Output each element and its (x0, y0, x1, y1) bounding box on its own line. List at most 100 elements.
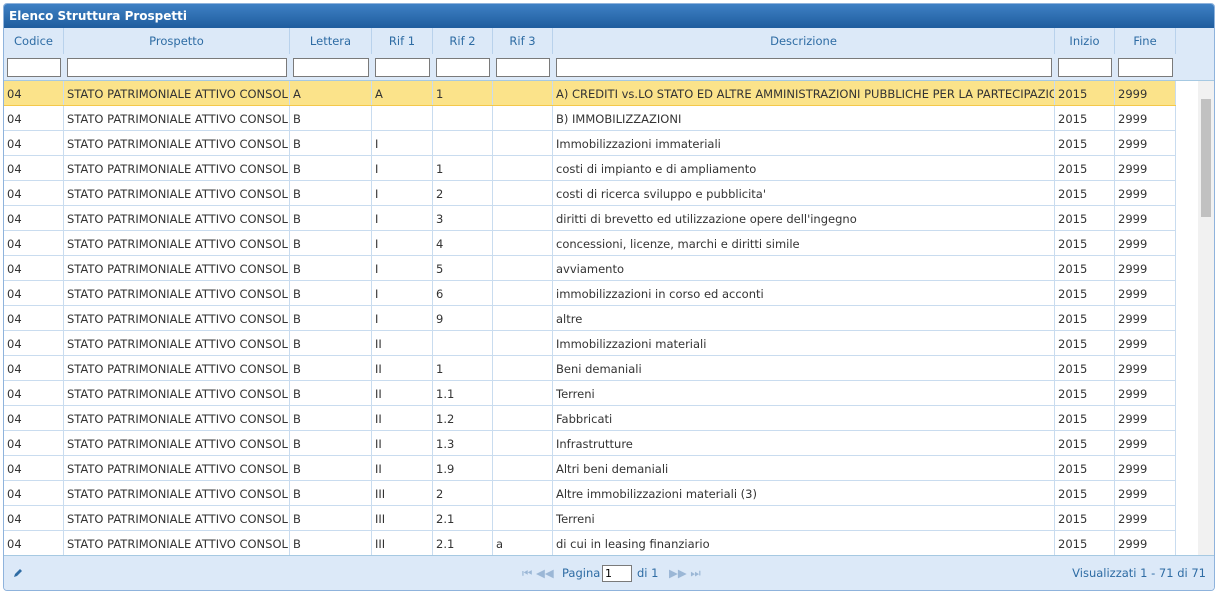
scroll-thumb[interactable] (1201, 99, 1211, 217)
table-cell (493, 406, 553, 430)
column-header[interactable]: Inizio (1055, 28, 1115, 54)
column-header[interactable]: Rif 1 (372, 28, 433, 54)
table-cell: B (290, 181, 372, 205)
table-cell: avviamento (553, 256, 1055, 280)
table-cell: Terreni (553, 381, 1055, 405)
filter-input[interactable] (7, 58, 61, 77)
table-row[interactable]: 04 STATO PATRIMONIALE ATTIVO CONSOL B B) IM… (4, 106, 1176, 131)
table-cell: B (290, 156, 372, 180)
table-cell: B (290, 381, 372, 405)
column-header[interactable]: Prospetto (64, 28, 290, 54)
table-cell: 2015 (1055, 381, 1115, 405)
table-cell: 2999 (1115, 81, 1176, 105)
column-header[interactable]: Codice (4, 28, 64, 54)
table-cell: 2999 (1115, 456, 1176, 480)
grid-panel: Elenco Struttura Prospetti Codice Prospet… (3, 3, 1215, 591)
page-label: Pagina (562, 566, 601, 580)
table-cell: STATO PATRIMONIALE ATTIVO CONSOL (64, 406, 290, 430)
table-cell: concessioni, licenze, marchi e diritti s… (553, 231, 1055, 255)
table-cell: 04 (4, 506, 64, 530)
table-cell: STATO PATRIMONIALE ATTIVO CONSOL (64, 231, 290, 255)
table-cell: 4 (433, 231, 493, 255)
next-page[interactable]: ▶▶ ⏭ (669, 566, 701, 580)
table-cell (493, 81, 553, 105)
filter-input[interactable] (293, 58, 369, 77)
table-cell: 1.2 (433, 406, 493, 430)
table-cell: STATO PATRIMONIALE ATTIVO CONSOL (64, 481, 290, 505)
table-cell: STATO PATRIMONIALE ATTIVO CONSOL (64, 356, 290, 380)
table-cell: STATO PATRIMONIALE ATTIVO CONSOL (64, 81, 290, 105)
table-row[interactable]: 04 STATO PATRIMONIALE ATTIVO CONSOL B III 2 A… (4, 481, 1176, 506)
table-row[interactable]: 04 STATO PATRIMONIALE ATTIVO CONSOL B I 9 alt… (4, 306, 1176, 331)
table-cell: B (290, 106, 372, 130)
table-cell: 04 (4, 481, 64, 505)
table-row[interactable]: 04 STATO PATRIMONIALE ATTIVO CONSOL B I 2 cos… (4, 181, 1176, 206)
table-cell: 2 (433, 181, 493, 205)
filter-input[interactable] (1118, 58, 1173, 77)
table-cell: 2999 (1115, 131, 1176, 155)
table-cell: B (290, 231, 372, 255)
table-cell (493, 281, 553, 305)
table-cell: B (290, 356, 372, 380)
table-cell: di cui in leasing finanziario (553, 531, 1055, 555)
table-cell: 04 (4, 306, 64, 330)
table-cell: I (372, 181, 433, 205)
filter-input[interactable] (556, 58, 1052, 77)
table-cell: 04 (4, 106, 64, 130)
table-row[interactable]: 04 STATO PATRIMONIALE ATTIVO CONSOL B I 1 cos… (4, 156, 1176, 181)
table-row[interactable]: 04 STATO PATRIMONIALE ATTIVO CONSOL B I 4 con… (4, 231, 1176, 256)
table-cell: 2999 (1115, 306, 1176, 330)
page-input[interactable] (602, 565, 632, 582)
table-cell: 2999 (1115, 181, 1176, 205)
filter-input[interactable] (67, 58, 287, 77)
table-cell: 2015 (1055, 206, 1115, 230)
table-cell: B (290, 456, 372, 480)
table-row[interactable]: 04 STATO PATRIMONIALE ATTIVO CONSOL B I 3 dir… (4, 206, 1176, 231)
table-cell: 2999 (1115, 231, 1176, 255)
table-cell: Altre immobilizzazioni materiali (3) (553, 481, 1055, 505)
table-cell: 9 (433, 306, 493, 330)
filter-input[interactable] (496, 58, 550, 77)
table-cell: B (290, 131, 372, 155)
table-cell: STATO PATRIMONIALE ATTIVO CONSOL (64, 306, 290, 330)
column-header[interactable]: Lettera (290, 28, 372, 54)
table-row[interactable]: 04 STATO PATRIMONIALE ATTIVO CONSOL B III 2.… (4, 506, 1176, 531)
table-cell: III (372, 531, 433, 555)
table-cell: I (372, 281, 433, 305)
table-row[interactable]: 04 STATO PATRIMONIALE ATTIVO CONSOL B I 5 avv… (4, 256, 1176, 281)
column-header[interactable]: Fine (1115, 28, 1176, 54)
table-cell: 2999 (1115, 356, 1176, 380)
column-header[interactable]: Rif 3 (493, 28, 553, 54)
table-cell: 2999 (1115, 481, 1176, 505)
table-cell: 6 (433, 281, 493, 305)
column-header[interactable]: Rif 2 (433, 28, 493, 54)
table-row[interactable]: 04 STATO PATRIMONIALE ATTIVO CONSOL B I 6 imm… (4, 281, 1176, 306)
table-cell: 04 (4, 181, 64, 205)
table-cell: 2015 (1055, 431, 1115, 455)
table-row[interactable]: 04 STATO PATRIMONIALE ATTIVO CONSOL B II 1.2… (4, 406, 1176, 431)
table-row[interactable]: 04 STATO PATRIMONIALE ATTIVO CONSOL B I Immo… (4, 131, 1176, 156)
filter-input[interactable] (1058, 58, 1112, 77)
table-row[interactable]: 04 STATO PATRIMONIALE ATTIVO CONSOL B II 1.3… (4, 431, 1176, 456)
table-cell: 2999 (1115, 156, 1176, 180)
table-cell: 2015 (1055, 531, 1115, 555)
table-cell: I (372, 256, 433, 280)
table-cell: 2015 (1055, 456, 1115, 480)
table-row[interactable]: 04 STATO PATRIMONIALE ATTIVO CONSOL B III 2.… (4, 531, 1176, 555)
column-header[interactable]: Descrizione (553, 28, 1055, 54)
table-cell: STATO PATRIMONIALE ATTIVO CONSOL (64, 506, 290, 530)
table-row[interactable]: 04 STATO PATRIMONIALE ATTIVO CONSOL B II 1.1… (4, 381, 1176, 406)
first-page[interactable]: ⏮ ◀◀ (522, 566, 554, 580)
table-cell: 2015 (1055, 281, 1115, 305)
edit-icon[interactable] (12, 567, 24, 579)
table-row[interactable]: 04 STATO PATRIMONIALE ATTIVO CONSOL A A 1 A) … (4, 81, 1176, 106)
table-row[interactable]: 04 STATO PATRIMONIALE ATTIVO CONSOL B II 1.9… (4, 456, 1176, 481)
filter-input[interactable] (436, 58, 490, 77)
scrollbar[interactable] (1198, 81, 1214, 555)
table-cell (493, 456, 553, 480)
table-row[interactable]: 04 STATO PATRIMONIALE ATTIVO CONSOL B II 1 Be… (4, 356, 1176, 381)
grid-header: Codice Prospetto Lettera Rif 1 Rif 2 Rif 3 Des… (4, 28, 1214, 81)
table-cell: 2999 (1115, 431, 1176, 455)
table-row[interactable]: 04 STATO PATRIMONIALE ATTIVO CONSOL B II Imm… (4, 331, 1176, 356)
filter-input[interactable] (375, 58, 430, 77)
